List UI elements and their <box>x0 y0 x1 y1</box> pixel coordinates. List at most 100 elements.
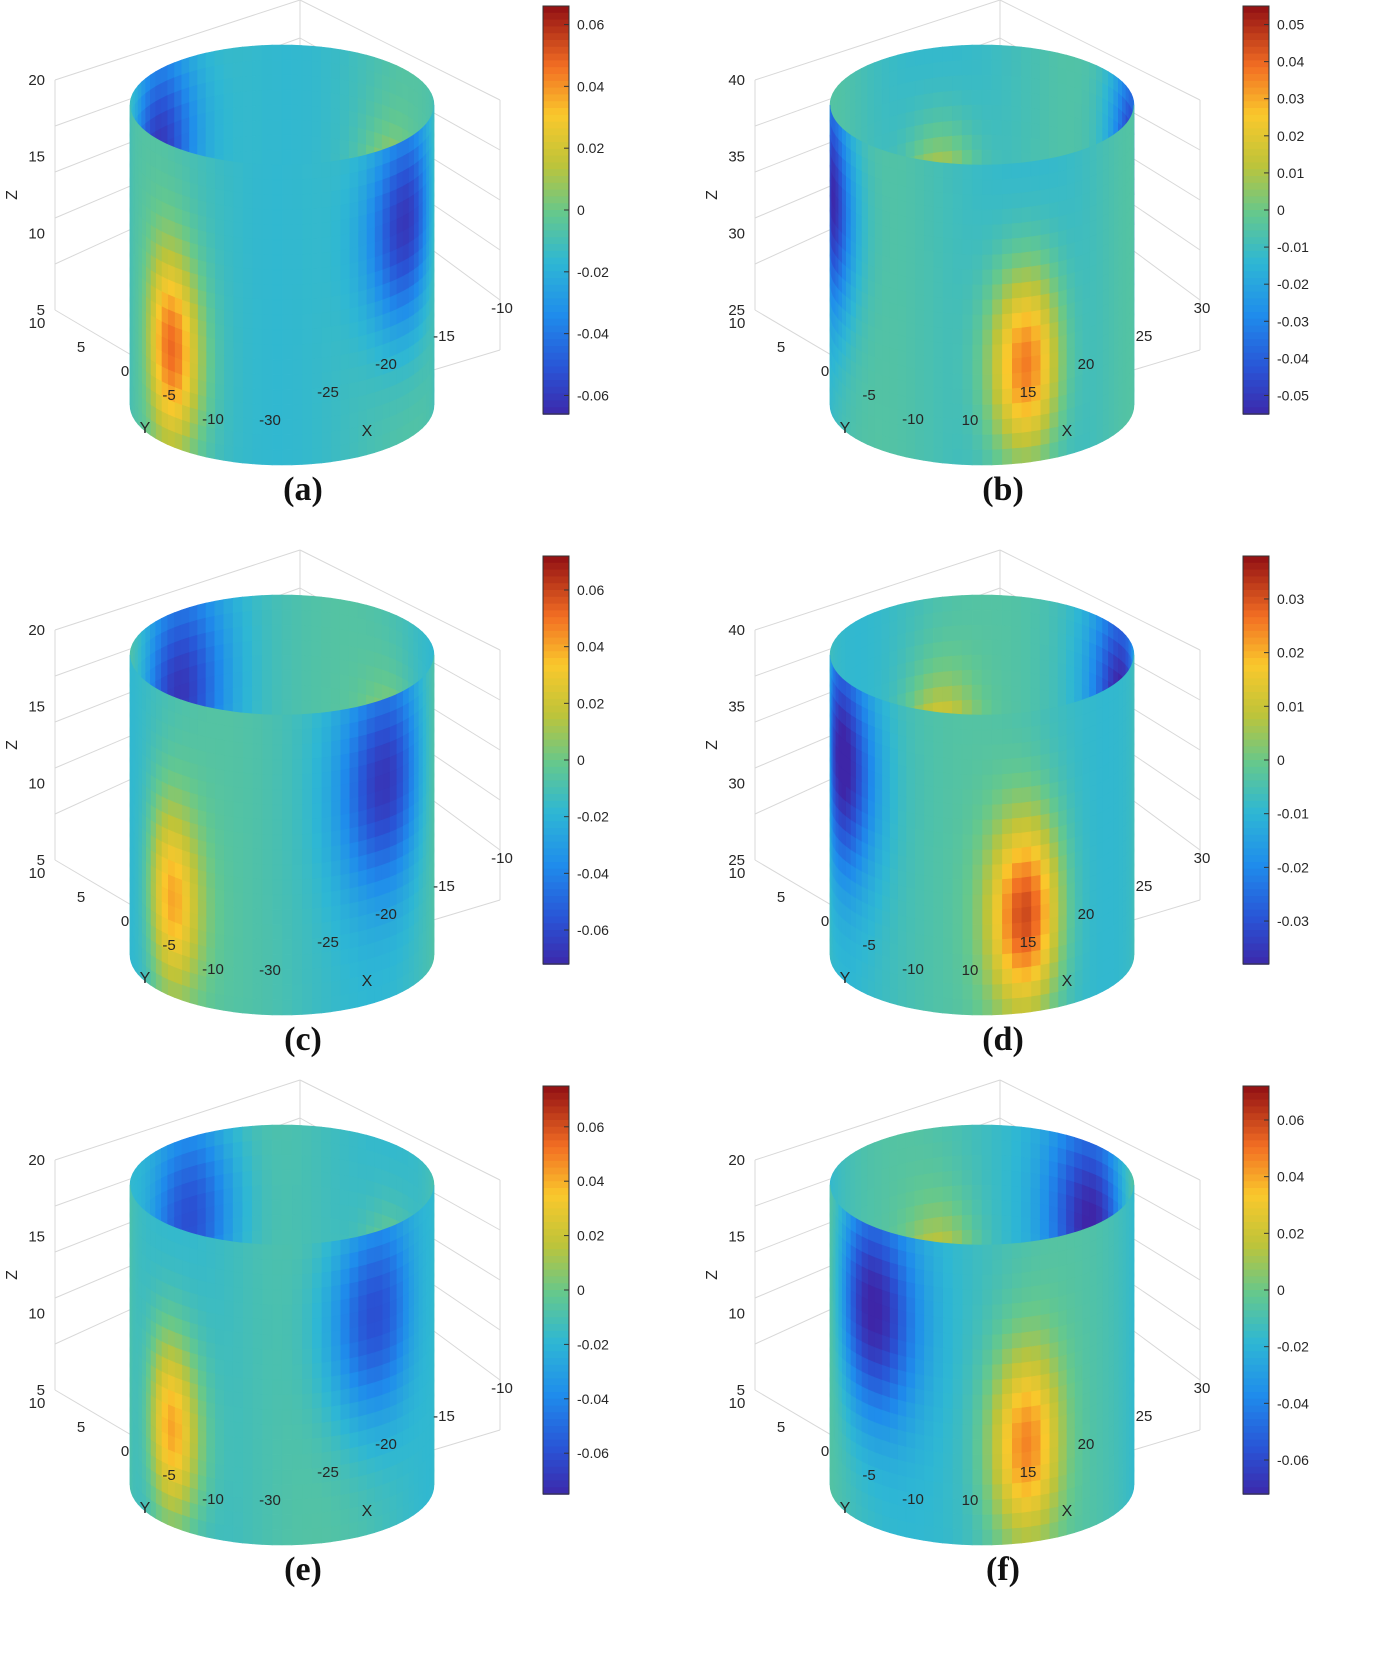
colorbar-segment <box>543 257 569 266</box>
surface-cell <box>942 372 953 390</box>
surface-cell <box>197 52 207 71</box>
surface-cell <box>914 79 925 97</box>
surface-cell <box>874 356 883 376</box>
surface-cell <box>181 681 190 701</box>
surface-cell <box>1039 188 1050 206</box>
surface-cell <box>881 254 890 274</box>
surface-cell <box>889 69 898 88</box>
surface-cell <box>348 246 359 265</box>
surface-cell <box>1066 302 1075 321</box>
surface-cell <box>339 79 350 97</box>
surface-cell <box>301 105 313 122</box>
surface-cell <box>261 239 273 256</box>
surface-cell <box>366 362 375 381</box>
surface-cell <box>1074 284 1083 304</box>
surface-cell <box>301 328 313 345</box>
surface-cell <box>1011 447 1022 465</box>
surface-cell <box>214 278 225 296</box>
surface-cell <box>889 287 898 306</box>
surface-cell <box>242 640 253 658</box>
surface-cell <box>311 60 322 78</box>
surface-cell <box>181 344 190 364</box>
surface-cell <box>981 404 993 421</box>
surface-cell <box>214 188 225 206</box>
surface-cell <box>214 263 225 281</box>
surface-cell <box>311 625 322 643</box>
surface-cell <box>1102 422 1109 443</box>
surface-cell <box>1081 119 1090 139</box>
surface-cell <box>366 84 375 103</box>
surface-cell <box>320 296 332 314</box>
surface-cell <box>914 124 925 142</box>
colorbar-segment <box>1243 87 1269 96</box>
surface-cell <box>897 289 907 308</box>
surface-cell <box>197 154 207 173</box>
surface-cell <box>889 392 898 411</box>
surface-cell <box>348 336 359 355</box>
surface-cell <box>320 341 332 359</box>
surface-cell <box>261 624 273 641</box>
surface-cell <box>214 293 225 311</box>
surface-cell <box>1125 404 1130 426</box>
surface-cell <box>366 317 375 336</box>
surface-cell <box>205 306 216 325</box>
surface-cell <box>311 640 322 658</box>
surface-cell <box>932 136 944 154</box>
surface-cell <box>932 326 944 344</box>
surface-cell <box>991 134 1003 151</box>
surface-cell <box>223 265 234 283</box>
surface-cell <box>1020 401 1032 419</box>
colorbar-segment <box>1243 284 1269 293</box>
surface-cell <box>242 135 253 153</box>
surface-cell <box>174 654 183 674</box>
surface-cell <box>339 293 350 311</box>
colorbar-segment <box>1243 339 1269 347</box>
surface-cell <box>366 54 375 73</box>
surface-cell <box>1001 75 1013 92</box>
surface-cell <box>1048 426 1059 445</box>
surface-cell <box>1048 336 1059 355</box>
y-tick-label: 0 <box>121 363 129 380</box>
surface-cell <box>905 261 916 280</box>
surface-cell <box>320 401 332 419</box>
surface-cell <box>232 251 243 269</box>
colorbar-tick-label: -0.02 <box>1277 276 1309 292</box>
surface-cell <box>197 677 207 696</box>
surface-cell <box>961 104 973 121</box>
surface-cell <box>1074 164 1083 184</box>
surface-cell <box>1030 62 1041 80</box>
colorbar-segment <box>1243 121 1269 130</box>
surface-cell <box>271 164 283 181</box>
surface-cell <box>252 388 263 405</box>
surface-cell <box>181 179 190 199</box>
surface-cell <box>1057 364 1067 383</box>
surface-cell <box>932 266 944 284</box>
surface-cell <box>1030 295 1041 313</box>
surface-cell <box>971 359 983 376</box>
surface-cell <box>942 387 953 405</box>
colorbar-segment <box>543 12 569 21</box>
surface-cell <box>205 615 216 634</box>
surface-cell <box>1057 214 1067 233</box>
surface-cell <box>223 92 234 110</box>
surface-cell <box>281 314 293 331</box>
surface-cell <box>881 56 890 76</box>
surface-cell <box>374 621 383 641</box>
surface-cell <box>1011 237 1022 255</box>
surface-cell <box>1057 67 1067 86</box>
surface-cell <box>1066 347 1075 366</box>
surface-cell <box>1020 191 1032 209</box>
surface-cell <box>1066 69 1075 88</box>
surface-cell <box>961 119 973 136</box>
surface-cell <box>366 114 375 133</box>
surface-cell <box>905 80 916 99</box>
colorbar-segment <box>1243 250 1269 259</box>
surface-cell <box>889 197 898 216</box>
colorbar-segment <box>1243 264 1269 272</box>
surface-cell <box>1066 152 1075 171</box>
surface-cell <box>942 282 953 300</box>
surface-cell <box>961 209 973 226</box>
surface-cell <box>1081 386 1090 406</box>
surface-cell <box>357 112 367 131</box>
